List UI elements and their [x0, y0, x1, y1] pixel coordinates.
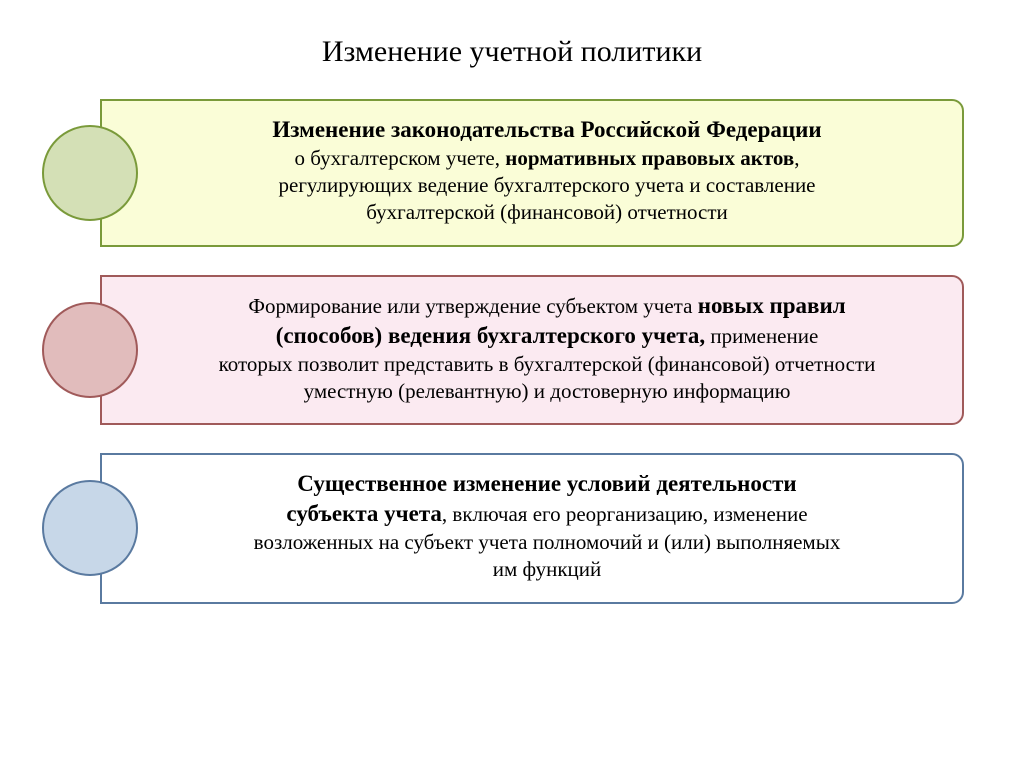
info-text-2: Формирование или утверждение субъектом у… [162, 291, 932, 405]
info-block-3: Существенное изменение условий деятельно… [100, 453, 964, 603]
info-block-1: Изменение законодательства Российской Фе… [100, 99, 964, 247]
info-text-1: Изменение законодательства Российской Фе… [162, 115, 932, 227]
bullet-circle-3 [42, 480, 138, 576]
page-title: Изменение учетной политики [0, 0, 1024, 99]
bullet-circle-1 [42, 125, 138, 221]
bullet-circle-2 [42, 302, 138, 398]
info-box-3: Существенное изменение условий деятельно… [100, 453, 964, 603]
info-box-1: Изменение законодательства Российской Фе… [100, 99, 964, 247]
blocks-container: Изменение законодательства Российской Фе… [0, 99, 1024, 604]
info-block-2: Формирование или утверждение субъектом у… [100, 275, 964, 425]
info-box-2: Формирование или утверждение субъектом у… [100, 275, 964, 425]
info-text-3: Существенное изменение условий деятельно… [162, 469, 932, 583]
